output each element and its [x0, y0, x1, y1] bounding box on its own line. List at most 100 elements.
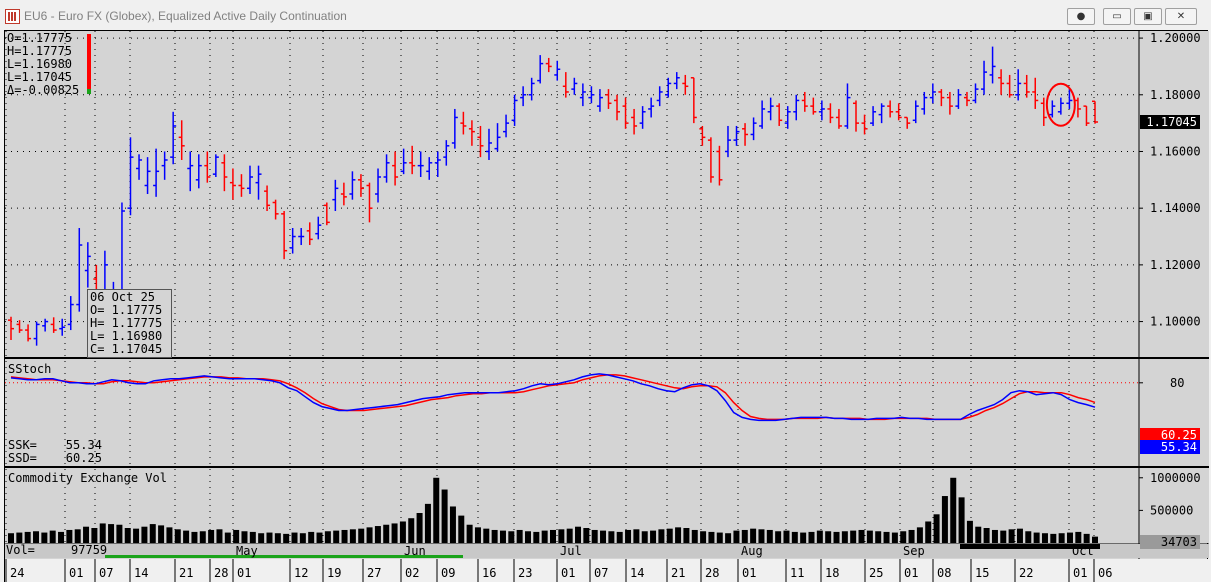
volume-bar [891, 532, 898, 543]
volume-bar [816, 530, 823, 543]
date-tick-label: 16 [482, 566, 496, 580]
volume-bar [216, 529, 223, 543]
month-label: Oct [1072, 544, 1094, 558]
volume-bar [833, 531, 840, 543]
volume-bar [349, 529, 356, 543]
volume-bar [983, 528, 990, 543]
date-tick-label: 14 [630, 566, 644, 580]
volume-bar [491, 529, 498, 543]
ohlc-readout: O=1.17775 H=1.17775 L=1.16980 L=1.17045 … [7, 32, 79, 97]
volume-bar [783, 530, 790, 543]
last-volume-flag: 34703 [1140, 535, 1200, 549]
date-tick-label: 12 [294, 566, 308, 580]
date-tick-label: 01 [904, 566, 918, 580]
scrollbar-thumb [105, 555, 463, 558]
volume-bar [474, 527, 481, 543]
volume-bar [950, 477, 957, 543]
tooltip-low: L= 1.16980 [90, 329, 163, 343]
volume-bar [933, 514, 940, 543]
volume-bar [850, 530, 857, 543]
volume-bar [158, 525, 165, 543]
date-tick-label: 24 [10, 566, 24, 580]
date-tick-label: 09 [441, 566, 455, 580]
volume-bar [800, 532, 807, 543]
volume-bar [958, 497, 965, 543]
tooltip-open: O= 1.17775 [90, 303, 163, 317]
chart-canvas[interactable]: 1.20000 1.18000 1.16000 1.14000 1.12000 1.100… [5, 31, 1209, 582]
volume-bar [133, 528, 140, 543]
volume-bar [966, 520, 973, 543]
volume-bar [875, 531, 882, 543]
stoch-axis-label: 80 [1170, 376, 1184, 390]
date-tick-label: 25 [869, 566, 883, 580]
price-axis-label: 1.20000 [1150, 31, 1201, 45]
minimize-button[interactable]: ▭ [1103, 8, 1131, 25]
volume-panel-bg [5, 468, 1209, 543]
ssk-flag: 55.34 [1140, 440, 1200, 454]
date-tick-label: 28 [214, 566, 228, 580]
volume-bar [550, 529, 556, 543]
date-tick-label: 01 [1073, 566, 1087, 580]
volume-bar [883, 531, 890, 543]
range-indicator-bar [87, 34, 91, 64]
volume-bar [558, 529, 565, 543]
date-tick-label: 01 [561, 566, 575, 580]
volume-bar [900, 531, 907, 543]
volume-bar [516, 529, 523, 543]
volume-bar [650, 530, 657, 543]
price-axis-label: 1.10000 [1150, 315, 1201, 329]
volume-bar [616, 531, 623, 543]
volume-panel-title: Commodity Exchange Vol [8, 471, 167, 485]
volume-bar [766, 529, 773, 543]
volume-bar [716, 532, 723, 543]
chart-app-icon [5, 9, 20, 24]
volume-bar [366, 527, 373, 543]
date-tick-label: 11 [790, 566, 804, 580]
volume-bar [675, 527, 682, 543]
volume-bar [941, 496, 948, 543]
volume-bar [199, 531, 206, 543]
close-button[interactable]: ✕ [1165, 8, 1197, 25]
volume-bar [341, 529, 348, 543]
volume-bar [441, 489, 448, 543]
volume-bar [1000, 530, 1007, 543]
volume-bar [524, 531, 531, 543]
volume-bar [1025, 531, 1032, 543]
tooltip-close: C= 1.17045 [90, 342, 163, 356]
volume-bar [24, 531, 31, 543]
date-tick-label: 14 [134, 566, 148, 580]
volume-bar [1041, 533, 1048, 543]
range-indicator-bar [87, 64, 91, 94]
chart-window[interactable]: 1.20000 1.18000 1.16000 1.14000 1.12000 1.100… [4, 30, 1209, 582]
date-axis-bg [5, 559, 1209, 582]
volume-bar [499, 530, 506, 543]
volume-bar [249, 531, 256, 543]
date-tick-label: 01 [742, 566, 756, 580]
volume-bar [116, 524, 123, 543]
ohlc-change: Δ=-0.00825 [7, 83, 80, 97]
volume-bar [916, 527, 923, 543]
volume-bar [449, 506, 456, 543]
volume-bar [66, 529, 73, 543]
volume-bar [1033, 532, 1040, 543]
tooltip-high: H= 1.17775 [90, 316, 163, 330]
record-button[interactable]: ● [1067, 8, 1095, 25]
date-tick-label: 01 [237, 566, 251, 580]
volume-bar [149, 524, 156, 543]
volume-bar [174, 529, 181, 543]
volume-bar [166, 527, 173, 543]
volume-bar [625, 529, 632, 543]
volume-bar [191, 531, 198, 543]
volume-bar [908, 529, 915, 543]
volume-bar [733, 530, 740, 543]
date-tick-label: 15 [975, 566, 989, 580]
maximize-button[interactable]: ▣ [1134, 8, 1162, 25]
volume-bar [741, 529, 748, 543]
volume-bar [49, 530, 56, 543]
volume-value-label: Vol= 97759 [6, 543, 108, 557]
volume-bar [825, 531, 832, 543]
volume-bar [74, 529, 81, 543]
ohlc-last: L=1.17045 [7, 70, 73, 84]
volume-bar [600, 530, 607, 543]
volume-bar [308, 531, 315, 543]
